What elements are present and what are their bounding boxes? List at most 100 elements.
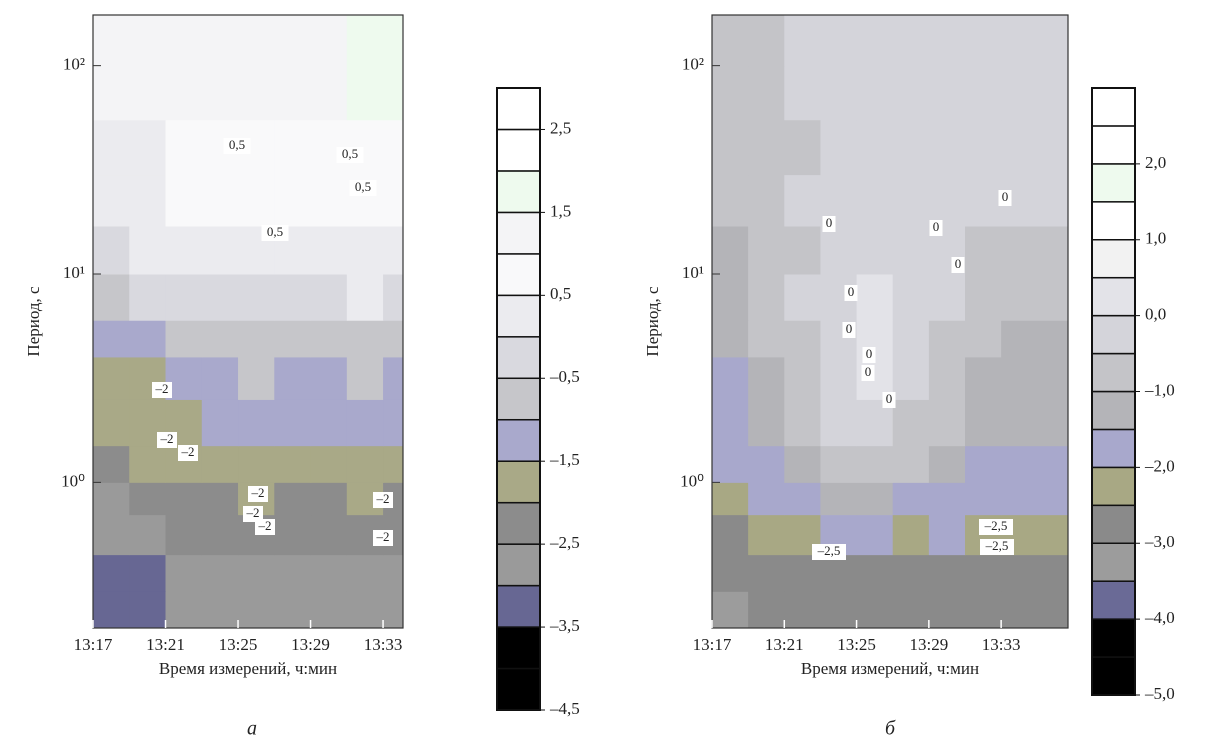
contour-cell xyxy=(820,591,858,629)
contour-cell xyxy=(165,482,203,516)
contour-label-bg xyxy=(248,486,268,502)
contour-cell xyxy=(93,119,130,176)
contour-cell xyxy=(964,174,1002,227)
colorbar-box xyxy=(1091,163,1136,203)
contour-cell xyxy=(1001,174,1069,227)
contour-cell xyxy=(892,225,930,275)
contour-cell xyxy=(310,554,348,592)
contour-cell xyxy=(892,274,930,321)
contour-cell xyxy=(383,356,404,400)
contour-cell xyxy=(712,15,749,67)
contour-cell xyxy=(129,554,167,592)
contour-cell xyxy=(383,591,404,629)
contour-cell xyxy=(310,225,348,275)
contour-cell xyxy=(274,399,312,447)
contour-cell xyxy=(274,15,312,67)
contour-label: –2 xyxy=(376,529,390,544)
contour-cell xyxy=(928,356,966,400)
contour-label-bg xyxy=(223,138,251,154)
contour-cell xyxy=(129,514,167,556)
colorbar-box xyxy=(1091,201,1136,241)
contour-cell xyxy=(1001,119,1069,176)
colorbar-tick-label: –3,0 xyxy=(1144,532,1175,551)
contour-cell xyxy=(928,399,966,447)
contour-cell xyxy=(93,320,130,358)
contour-cell xyxy=(383,174,404,227)
contour-label: 0 xyxy=(846,321,853,336)
contour-cell xyxy=(346,399,384,447)
contour-cell xyxy=(1001,445,1069,483)
contour-label: 0,5 xyxy=(229,137,245,152)
colorbar-box xyxy=(1091,656,1136,696)
contour-cell xyxy=(1001,274,1069,321)
contour-label-bg xyxy=(929,220,943,236)
contour-cell xyxy=(238,591,275,629)
colorbar-box xyxy=(1091,618,1136,658)
contour-cell xyxy=(310,174,348,227)
contour-cell xyxy=(165,119,203,176)
contour-cell xyxy=(856,591,894,629)
panel-label: б xyxy=(885,718,896,740)
contour-cell xyxy=(1001,225,1069,275)
contour-cell xyxy=(784,15,821,67)
colorbar-tick-label: –1,0 xyxy=(1144,380,1175,399)
contour-cell xyxy=(928,15,966,67)
contour-cell xyxy=(748,119,785,176)
contour-cell xyxy=(748,174,785,227)
contour-cell xyxy=(784,119,821,176)
contour-cell xyxy=(274,514,312,556)
contour-label: 0 xyxy=(1002,189,1009,204)
contour-label: 0,5 xyxy=(342,146,358,161)
x-tick-label: 13:29 xyxy=(291,635,330,654)
contour-cell xyxy=(712,554,749,592)
contour-cell xyxy=(712,445,749,483)
contour-cell xyxy=(928,445,966,483)
contour-cell xyxy=(784,591,821,629)
contour-cell xyxy=(383,274,404,321)
contour-cell xyxy=(712,399,749,447)
contour-cell xyxy=(1001,320,1069,358)
colorbar-tick-label: 2,5 xyxy=(550,118,571,137)
colorbar-box xyxy=(1091,239,1136,279)
contour-cell xyxy=(93,445,130,483)
contour-cell xyxy=(201,445,239,483)
contour-label-bg xyxy=(812,544,846,560)
contour-label-bg xyxy=(261,225,289,241)
contour-cell xyxy=(712,482,749,516)
contour-cell xyxy=(165,274,203,321)
colorbar-frame xyxy=(496,87,541,711)
x-tick-label: 13:33 xyxy=(364,635,403,654)
contour-cell xyxy=(748,274,785,321)
colorbar-tick-label: –5,0 xyxy=(1144,684,1175,703)
contour-cell xyxy=(274,119,312,176)
x-tick-label: 13:25 xyxy=(837,635,876,654)
colorbar-tick-label: 2,0 xyxy=(1145,153,1166,172)
x-tick-label: 13:17 xyxy=(74,635,113,654)
contour-cell xyxy=(856,119,894,176)
contour-cell xyxy=(310,514,348,556)
contour-cell xyxy=(1001,482,1069,516)
contour-label-bg xyxy=(157,432,177,448)
contour-cell xyxy=(274,591,312,629)
contour-label-bg xyxy=(373,530,393,546)
x-tick-label: 13:17 xyxy=(693,635,732,654)
contour-cell xyxy=(310,356,348,400)
colorbar-box xyxy=(496,128,541,172)
contour-label: 0,5 xyxy=(355,179,371,194)
contour-cell xyxy=(748,356,785,400)
contour-cell xyxy=(93,65,130,121)
contour-cell xyxy=(748,320,785,358)
contour-cell xyxy=(165,225,203,275)
contour-cell xyxy=(201,274,239,321)
contour-cell xyxy=(201,225,239,275)
colorbar-box xyxy=(496,336,541,380)
plot-frame xyxy=(711,14,1069,629)
contour-label: 0 xyxy=(826,215,833,230)
contour-cell xyxy=(93,591,130,629)
contour-cell xyxy=(928,320,966,358)
contour-cell xyxy=(820,445,858,483)
contour-cell xyxy=(1001,15,1069,67)
contour-cell xyxy=(383,15,404,67)
contour-cell xyxy=(383,65,404,121)
